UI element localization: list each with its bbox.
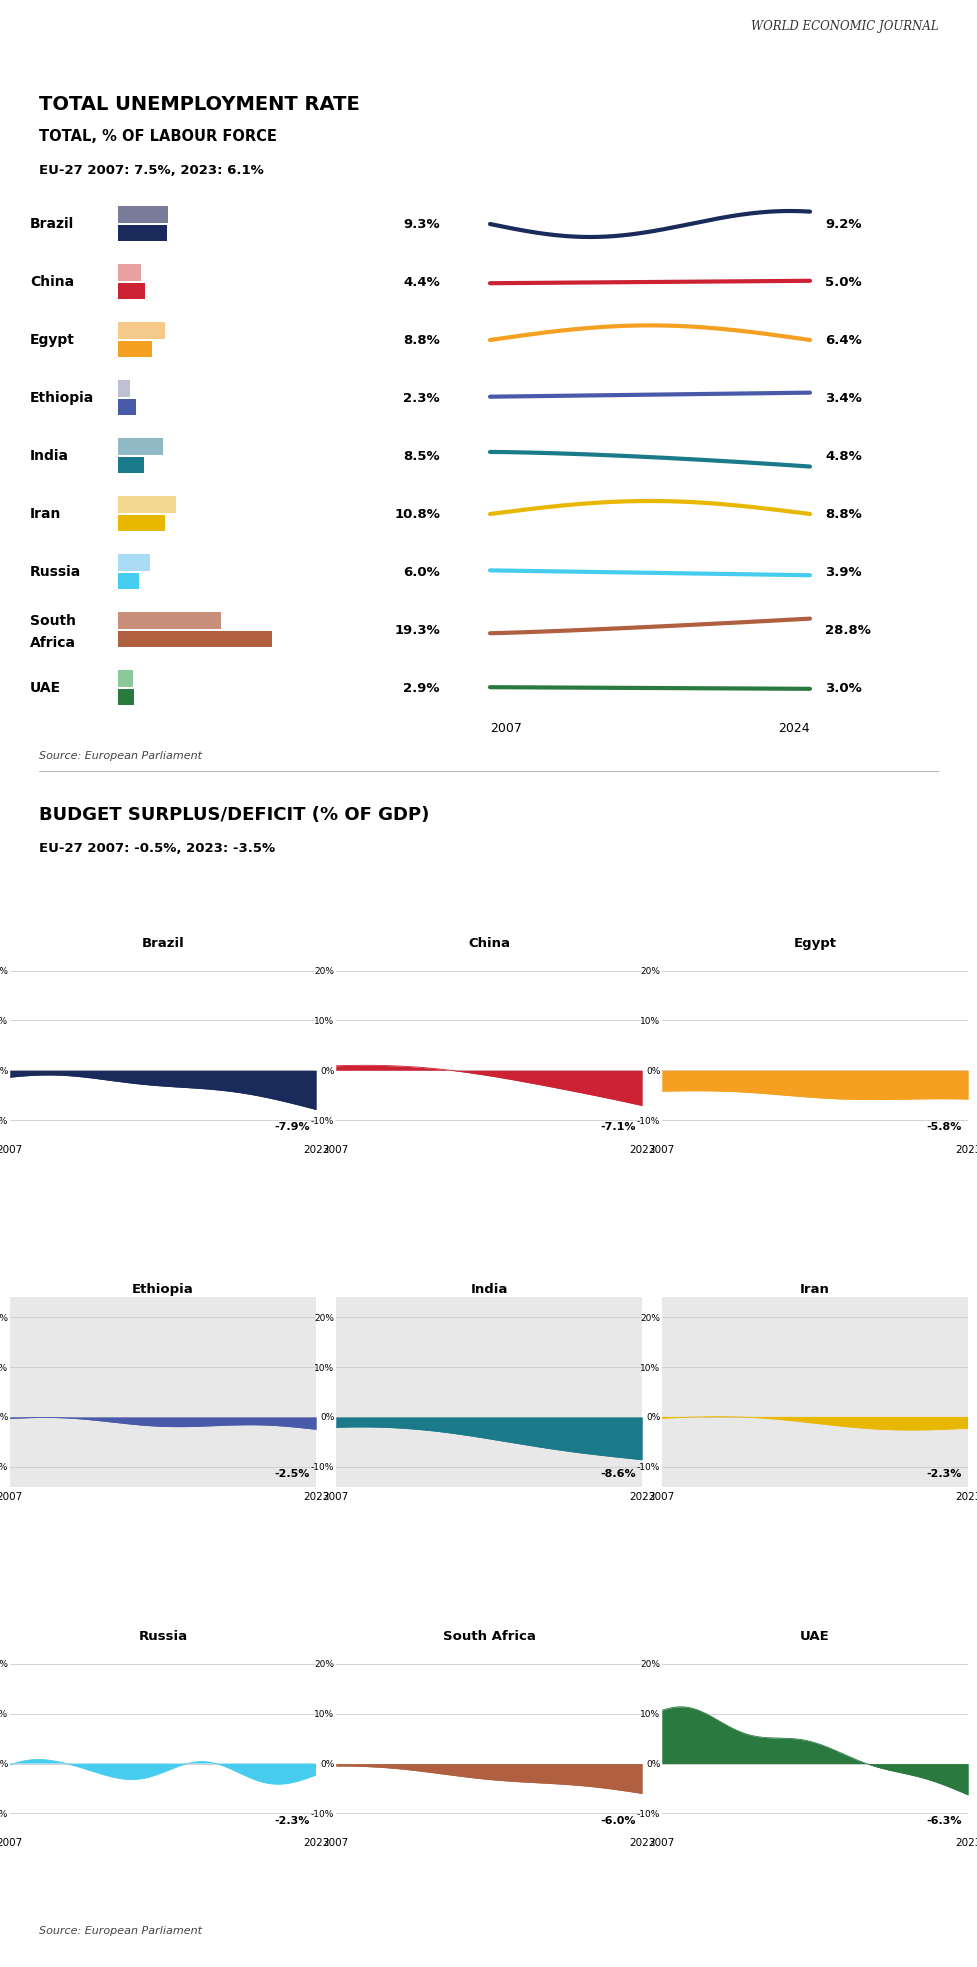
Text: BUDGET SURPLUS/DEFICIT (% OF GDP): BUDGET SURPLUS/DEFICIT (% OF GDP) — [39, 806, 429, 824]
Text: 4.8%: 4.8% — [825, 450, 861, 462]
Text: 2.3%: 2.3% — [403, 391, 440, 405]
Bar — [118, 226, 167, 240]
Text: -7.9%: -7.9% — [275, 1123, 310, 1133]
Text: TOTAL UNEMPLOYMENT RATE: TOTAL UNEMPLOYMENT RATE — [39, 96, 360, 114]
Bar — [118, 515, 165, 531]
Text: -2.5%: -2.5% — [275, 1469, 310, 1479]
Text: -7.1%: -7.1% — [600, 1123, 635, 1133]
Text: 5.0%: 5.0% — [825, 275, 861, 289]
Text: 8.5%: 8.5% — [403, 450, 440, 462]
Bar — [118, 264, 142, 281]
Text: -2.3%: -2.3% — [275, 1816, 310, 1825]
Text: 8.8%: 8.8% — [403, 334, 440, 346]
Text: 2007: 2007 — [489, 722, 522, 736]
Text: 3.9%: 3.9% — [825, 565, 861, 578]
Title: Iran: Iran — [799, 1282, 829, 1296]
Text: 6.4%: 6.4% — [825, 334, 861, 346]
Text: 28.8%: 28.8% — [825, 624, 870, 637]
Bar — [118, 631, 272, 647]
Text: WORLD ECONOMIC JOURNAL: WORLD ECONOMIC JOURNAL — [750, 20, 938, 33]
Text: Iran: Iran — [30, 507, 62, 521]
Text: -2.3%: -2.3% — [926, 1469, 961, 1479]
Text: Ethiopia: Ethiopia — [30, 391, 94, 405]
Text: TOTAL, % OF LABOUR FORCE: TOTAL, % OF LABOUR FORCE — [39, 130, 276, 144]
Text: Source: European Parliament: Source: European Parliament — [39, 751, 202, 761]
Bar — [118, 323, 165, 338]
Text: 6.0%: 6.0% — [403, 565, 440, 578]
Text: Source: European Parliament: Source: European Parliament — [39, 1926, 202, 1936]
Title: Brazil: Brazil — [142, 936, 185, 950]
Text: Brazil: Brazil — [30, 216, 74, 230]
Title: UAE: UAE — [799, 1631, 829, 1642]
Text: Russia: Russia — [30, 565, 81, 578]
Title: South Africa: South Africa — [443, 1631, 534, 1642]
Bar — [118, 671, 133, 686]
Text: -8.6%: -8.6% — [600, 1469, 635, 1479]
Text: Africa: Africa — [30, 635, 76, 649]
Title: Ethiopia: Ethiopia — [132, 1282, 193, 1296]
Title: China: China — [468, 936, 509, 950]
Text: -6.3%: -6.3% — [925, 1816, 961, 1825]
Bar — [118, 574, 139, 588]
Text: 8.8%: 8.8% — [825, 507, 861, 521]
Bar — [118, 283, 145, 299]
Title: Russia: Russia — [139, 1631, 188, 1642]
Text: 9.2%: 9.2% — [825, 218, 861, 230]
Title: India: India — [470, 1282, 507, 1296]
Text: China: China — [30, 275, 74, 289]
Bar — [118, 342, 152, 356]
Bar — [118, 690, 134, 704]
Text: 10.8%: 10.8% — [394, 507, 440, 521]
Bar — [118, 439, 163, 454]
Text: 4.4%: 4.4% — [403, 275, 440, 289]
Text: 2024: 2024 — [778, 722, 809, 736]
Bar — [118, 399, 136, 415]
Text: 2.9%: 2.9% — [404, 681, 440, 694]
Bar — [118, 496, 176, 513]
Bar — [118, 612, 221, 629]
Bar — [118, 207, 167, 222]
Bar — [118, 380, 130, 397]
Text: EU-27 2007: -0.5%, 2023: -3.5%: EU-27 2007: -0.5%, 2023: -3.5% — [39, 842, 275, 854]
Text: 19.3%: 19.3% — [394, 624, 440, 637]
Text: 9.3%: 9.3% — [403, 218, 440, 230]
Text: -6.0%: -6.0% — [600, 1816, 635, 1825]
Text: 3.4%: 3.4% — [825, 391, 861, 405]
Text: Egypt: Egypt — [30, 332, 75, 346]
Text: India: India — [30, 448, 69, 462]
Text: South: South — [30, 614, 76, 627]
Text: 3.0%: 3.0% — [825, 681, 861, 694]
Bar — [118, 458, 144, 472]
Text: -5.8%: -5.8% — [926, 1123, 961, 1133]
Title: Egypt: Egypt — [792, 936, 835, 950]
Text: UAE: UAE — [30, 681, 61, 694]
Text: EU-27 2007: 7.5%, 2023: 6.1%: EU-27 2007: 7.5%, 2023: 6.1% — [39, 163, 264, 177]
Bar — [118, 555, 149, 570]
